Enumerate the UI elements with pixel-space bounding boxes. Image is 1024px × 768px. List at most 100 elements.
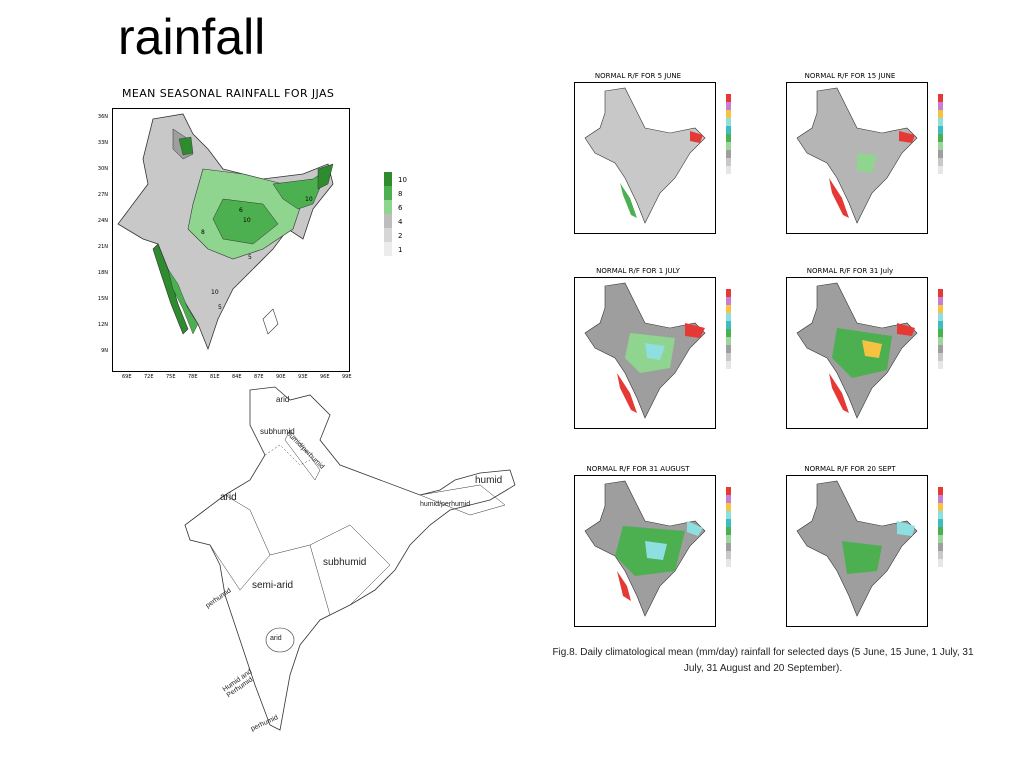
longitude-tick: 84E xyxy=(232,374,242,380)
daily-map-frame xyxy=(786,475,928,627)
legend-label: 8 xyxy=(398,190,403,198)
zone-label-humid-east: humid xyxy=(475,475,503,486)
legend-swatch xyxy=(726,142,731,150)
longitude-tick: 96E xyxy=(320,374,330,380)
longitude-tick: 99E xyxy=(342,374,352,380)
legend-swatch xyxy=(938,543,943,551)
legend-swatch xyxy=(384,200,392,214)
legend-swatch xyxy=(938,126,943,134)
contour-label: 10 xyxy=(243,217,251,224)
legend-swatch xyxy=(726,535,731,543)
legend-label: 6 xyxy=(398,204,403,212)
legend-swatch xyxy=(726,126,731,134)
legend-swatch xyxy=(726,166,731,174)
legend-swatch xyxy=(726,313,731,321)
legend-swatch xyxy=(726,158,731,166)
legend-swatch xyxy=(938,150,943,158)
daily-map-title: NORMAL R/F FOR 5 JUNE xyxy=(594,72,682,80)
daily-map-5-june: NORMAL R/F FOR 5 JUNE xyxy=(558,72,738,247)
legend-swatch xyxy=(726,495,731,503)
contour-label: 5 xyxy=(218,304,222,311)
contour-label: 6 xyxy=(239,207,243,214)
climatic-zone-map: arid subhumid humid/perhumid arid humid … xyxy=(180,385,520,740)
longitude-tick: 78E xyxy=(188,374,198,380)
latitude-tick: 30N xyxy=(97,166,108,172)
legend-swatch xyxy=(384,172,392,186)
legend-swatch xyxy=(938,559,943,567)
legend-swatch xyxy=(726,559,731,567)
latitude-tick: 9N xyxy=(101,348,108,354)
rainfall-legend: 10 8 6 4 2 1 xyxy=(384,172,407,256)
zone-label-arid-north: arid xyxy=(276,395,290,404)
latitude-tick: 18N xyxy=(97,270,108,276)
daily-map-frame xyxy=(574,475,716,627)
daily-map-31-august: NORMAL R/F FOR 31 AUGUST xyxy=(558,465,738,640)
latitude-tick: 21N xyxy=(97,244,108,250)
zone-label-subhumid-north: subhumid xyxy=(260,427,295,436)
legend-swatch xyxy=(938,337,943,345)
zone-label-subhumid-central: subhumid xyxy=(323,557,367,568)
legend-swatch xyxy=(384,186,392,200)
latitude-tick: 27N xyxy=(97,192,108,198)
legend-swatch xyxy=(384,228,392,242)
legend-swatch xyxy=(726,118,731,126)
seasonal-map-frame: 6 10 8 10 10 5 5 xyxy=(112,108,350,372)
daily-map-20-sept: NORMAL R/F FOR 20 SEPT xyxy=(770,465,950,640)
contour-label: 8 xyxy=(201,229,205,236)
zone-label-arid-west: arid xyxy=(220,492,237,503)
legend-swatch xyxy=(726,487,731,495)
legend-swatch xyxy=(726,321,731,329)
legend-swatch xyxy=(726,543,731,551)
legend-swatch xyxy=(938,329,943,337)
daily-map-title: NORMAL R/F FOR 31 AUGUST xyxy=(586,465,690,473)
legend-swatch xyxy=(938,511,943,519)
legend-swatch xyxy=(938,102,943,110)
legend-label: 1 xyxy=(398,246,403,254)
zone-label-semi-arid: semi-arid xyxy=(252,580,294,591)
legend-label: 4 xyxy=(398,218,403,226)
contour-label: 10 xyxy=(305,196,313,203)
daily-map-legend xyxy=(938,94,943,174)
daily-map-31-july: NORMAL R/F FOR 31 July xyxy=(770,267,950,442)
longitude-tick: 75E xyxy=(166,374,176,380)
legend-swatch xyxy=(726,134,731,142)
legend-swatch xyxy=(938,305,943,313)
daily-map-legend xyxy=(726,94,731,174)
daily-map-title: NORMAL R/F FOR 1 JULY xyxy=(596,267,680,275)
legend-swatch xyxy=(938,158,943,166)
seasonal-map-title: MEAN SEASONAL RAINFALL FOR JJAS xyxy=(122,87,335,100)
legend-swatch xyxy=(938,535,943,543)
legend-swatch xyxy=(726,337,731,345)
legend-swatch xyxy=(938,142,943,150)
longitude-tick: 69E xyxy=(122,374,132,380)
legend-swatch xyxy=(938,297,943,305)
daily-map-title: NORMAL R/F FOR 15 JUNE xyxy=(804,72,896,80)
legend-label: 10 xyxy=(398,176,407,184)
legend-swatch xyxy=(384,214,392,228)
india-rainfall-contours: 6 10 8 10 10 5 5 xyxy=(117,113,334,351)
legend-swatch xyxy=(938,166,943,174)
legend-swatch xyxy=(726,150,731,158)
legend-swatch xyxy=(384,242,392,256)
daily-map-1-july: NORMAL R/F FOR 1 JULY xyxy=(558,267,738,442)
daily-map-legend xyxy=(726,487,731,567)
longitude-tick: 72E xyxy=(144,374,154,380)
daily-map-title: NORMAL R/F FOR 31 July xyxy=(806,267,894,275)
latitude-tick: 33N xyxy=(97,140,108,146)
legend-swatch xyxy=(938,353,943,361)
legend-swatch xyxy=(938,519,943,527)
legend-swatch xyxy=(938,487,943,495)
daily-map-legend xyxy=(938,487,943,567)
figure-caption: Fig.8. Daily climatological mean (mm/day… xyxy=(552,647,974,674)
zone-label-humid-perhumid-east: humid/perhumid xyxy=(420,501,471,508)
legend-swatch xyxy=(726,94,731,102)
latitude-tick: 36N xyxy=(97,114,108,120)
legend-swatch xyxy=(938,345,943,353)
legend-swatch xyxy=(726,102,731,110)
legend-swatch xyxy=(726,503,731,511)
legend-label: 2 xyxy=(398,232,403,240)
legend-swatch xyxy=(726,345,731,353)
daily-map-frame xyxy=(574,82,716,234)
legend-swatch xyxy=(938,94,943,102)
legend-swatch xyxy=(726,511,731,519)
